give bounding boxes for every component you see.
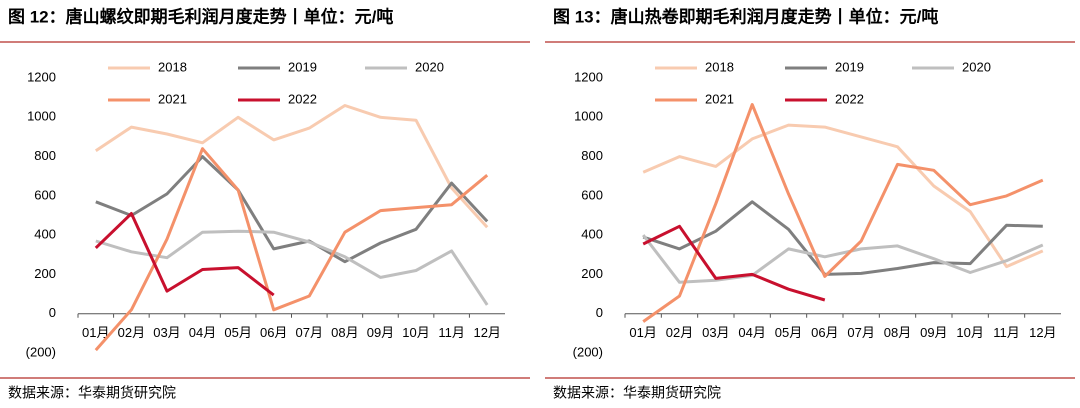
x-tick-label: 04月 [189,325,216,340]
legend-label: 2018 [158,59,187,74]
x-tick-label: 04月 [738,325,765,340]
legend-label: 2021 [158,91,187,106]
x-tick-label: 06月 [811,325,838,340]
x-tick-label: 11月 [993,325,1020,340]
x-tick-label: 08月 [884,325,911,340]
x-tick-label: 05月 [224,325,251,340]
series-line [642,200,1043,276]
x-tick-label: 12月 [473,325,500,340]
y-tick-label: (200) [573,344,603,359]
source: 数据来源：华泰期货研究院 [8,385,176,401]
x-tick-label: 02月 [666,325,693,340]
series-line [642,123,1044,269]
x-tick-label: 02月 [118,325,145,340]
series-line [94,104,489,229]
y-tick-label: 600 [34,187,56,202]
x-tick-label: 03月 [153,325,180,340]
series-line [95,229,489,306]
series-line [94,212,275,297]
y-tick-label: 600 [581,187,603,202]
y-tick-label: 800 [34,148,56,163]
x-tick-label: 07月 [847,325,874,340]
x-tick-label: 05月 [775,325,802,340]
legend-label: 2021 [705,91,734,106]
series-line [642,234,1044,284]
legend-label: 2020 [415,59,444,74]
legend-label: 2022 [835,91,864,106]
series-line [642,224,826,302]
series-line [95,155,489,264]
y-tick-label: 0 [49,305,56,320]
legend-label: 2020 [962,59,991,74]
legend-label: 2018 [705,59,734,74]
x-tick-label: 10月 [956,325,983,340]
x-tick-label: 01月 [629,325,656,340]
y-tick-label: 400 [581,227,603,242]
x-tick-label: 09月 [367,325,394,340]
y-tick-label: 200 [581,266,603,281]
x-tick-label: 11月 [438,325,465,340]
series-line [642,103,1044,323]
x-tick-label: 07月 [296,325,323,340]
x-tick-label: 12月 [1029,325,1056,340]
legend-label: 2019 [288,59,317,74]
y-tick-label: 1200 [27,69,56,84]
y-tick-label: 1200 [574,69,603,84]
source: 数据来源：华泰期货研究院 [553,385,721,401]
y-tick-label: 1000 [27,109,56,124]
x-tick-label: 01月 [82,325,109,340]
legend-label: 2022 [288,91,317,106]
y-tick-label: 800 [581,148,603,163]
y-tick-label: 400 [34,227,56,242]
chart-title: 图 12：唐山螺纹即期毛利润月度走势丨单位：元/吨 [8,6,393,26]
x-tick-label: 08月 [331,325,358,340]
x-tick-label: 09月 [920,325,947,340]
x-tick-label: 03月 [702,325,729,340]
chart-title: 图 13：唐山热卷即期毛利润月度走势丨单位：元/吨 [553,6,938,26]
series-line [94,147,489,352]
y-tick-label: 200 [34,266,56,281]
y-tick-label: (200) [26,344,56,359]
x-tick-label: 10月 [402,325,429,340]
x-tick-label: 06月 [260,325,287,340]
y-tick-label: 0 [596,305,603,320]
y-tick-label: 1000 [574,109,603,124]
legend-label: 2019 [835,59,864,74]
